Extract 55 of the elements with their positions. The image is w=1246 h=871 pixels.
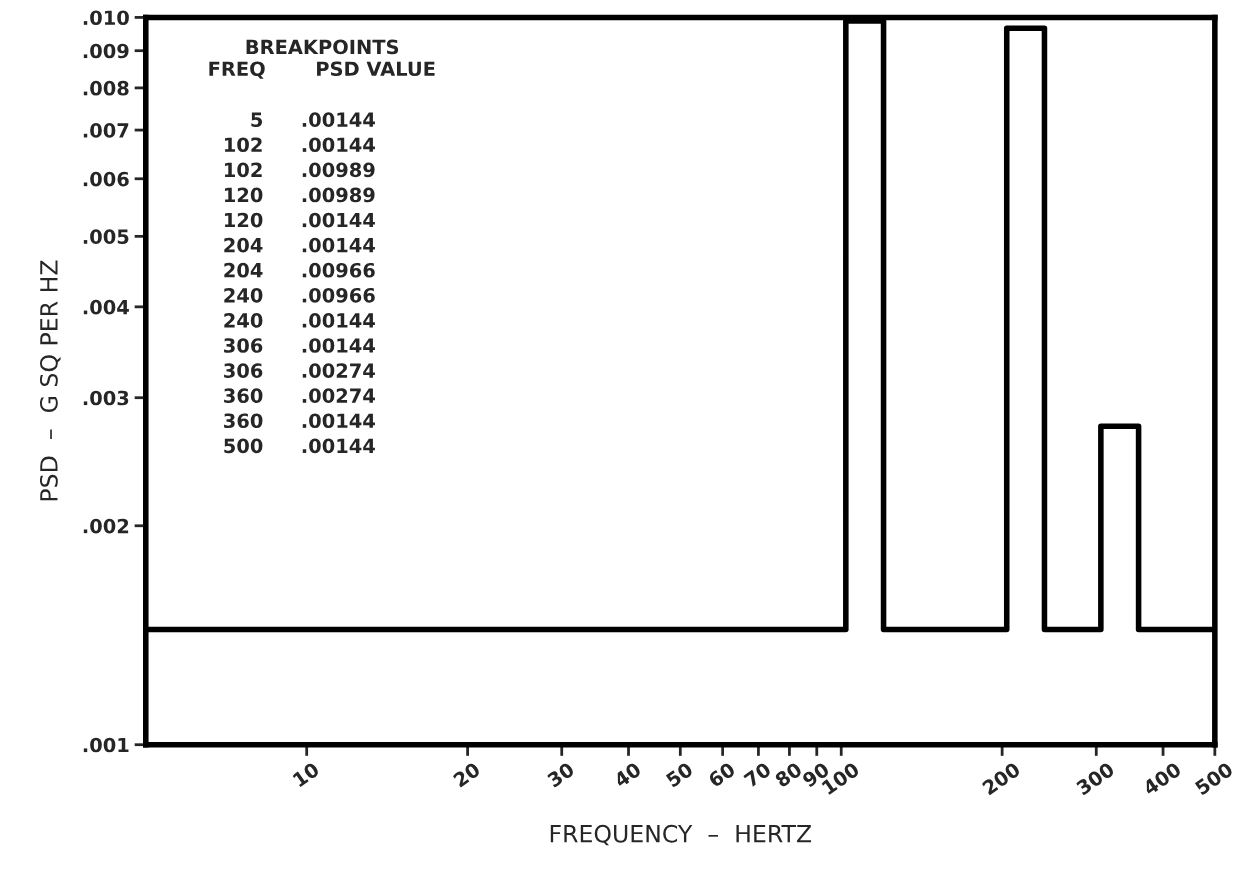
y-tick-label: .004 bbox=[83, 299, 129, 315]
annotation: 120 bbox=[224, 187, 263, 203]
y-tick-label: .003 bbox=[83, 390, 129, 406]
x-axis-title: FREQUENCY – HERTZ bbox=[550, 824, 812, 846]
annotation: .00144 bbox=[302, 112, 375, 128]
x-tick-label: 50 bbox=[665, 761, 694, 788]
annotation: .00144 bbox=[302, 212, 375, 228]
x-tick-label: 400 bbox=[1141, 761, 1183, 796]
annotation: 306 bbox=[224, 338, 263, 353]
annotation: 240 bbox=[224, 287, 263, 303]
annotation: 360 bbox=[224, 413, 263, 429]
x-tick-label: 60 bbox=[707, 761, 737, 788]
annotation: 500 bbox=[224, 438, 263, 454]
y-tick-label: .009 bbox=[83, 43, 129, 59]
x-tick-label: 30 bbox=[546, 761, 576, 788]
annotation: PSD VALUE bbox=[317, 61, 435, 77]
annotation: 204 bbox=[224, 262, 263, 278]
x-tick-label: 10 bbox=[292, 761, 321, 788]
annotation: .00144 bbox=[302, 438, 375, 454]
annotation: 240 bbox=[224, 313, 263, 328]
y-axis-title: PSD – G SQ PER HZ bbox=[39, 260, 61, 501]
annotation: BREAKPOINTS bbox=[246, 39, 399, 55]
y-tick-label: .005 bbox=[83, 229, 129, 245]
x-tick-label: 500 bbox=[1194, 761, 1234, 796]
annotation: 102 bbox=[224, 162, 262, 178]
annotation: 102 bbox=[224, 137, 262, 153]
annotation: .00966 bbox=[302, 287, 375, 303]
y-tick-label: .010 bbox=[83, 10, 129, 26]
annotation: .00144 bbox=[302, 313, 375, 328]
annotation: 360 bbox=[224, 388, 263, 404]
annotation: .00144 bbox=[302, 237, 375, 253]
annotation: 204 bbox=[224, 237, 263, 253]
y-tick-label: .002 bbox=[83, 518, 129, 534]
annotation: .00989 bbox=[302, 162, 375, 178]
annotation: .00966 bbox=[302, 262, 375, 278]
x-tick-label: 200 bbox=[981, 761, 1022, 796]
annotation: .00144 bbox=[302, 413, 375, 429]
annotation: 120 bbox=[224, 212, 263, 228]
x-tick-label: 40 bbox=[612, 761, 643, 789]
annotation: .00989 bbox=[302, 187, 375, 203]
y-tick-label: .007 bbox=[83, 123, 129, 138]
annotation: 306 bbox=[224, 363, 263, 378]
x-tick-label: 20 bbox=[452, 761, 482, 788]
annotation: .00144 bbox=[302, 137, 375, 153]
annotation: 5 bbox=[251, 112, 263, 128]
x-tick-label: 80 bbox=[774, 761, 803, 788]
annotation: .00274 bbox=[302, 388, 375, 404]
annotation: .00144 bbox=[302, 338, 375, 353]
x-tick-label: 300 bbox=[1075, 761, 1116, 796]
y-tick-label: .006 bbox=[83, 171, 129, 187]
y-tick-label: .008 bbox=[83, 80, 129, 96]
y-tick-label: .001 bbox=[83, 737, 129, 753]
annotation: .00274 bbox=[302, 363, 375, 378]
x-tick-label: 70 bbox=[743, 761, 772, 788]
annotation: FREQ bbox=[209, 61, 265, 79]
